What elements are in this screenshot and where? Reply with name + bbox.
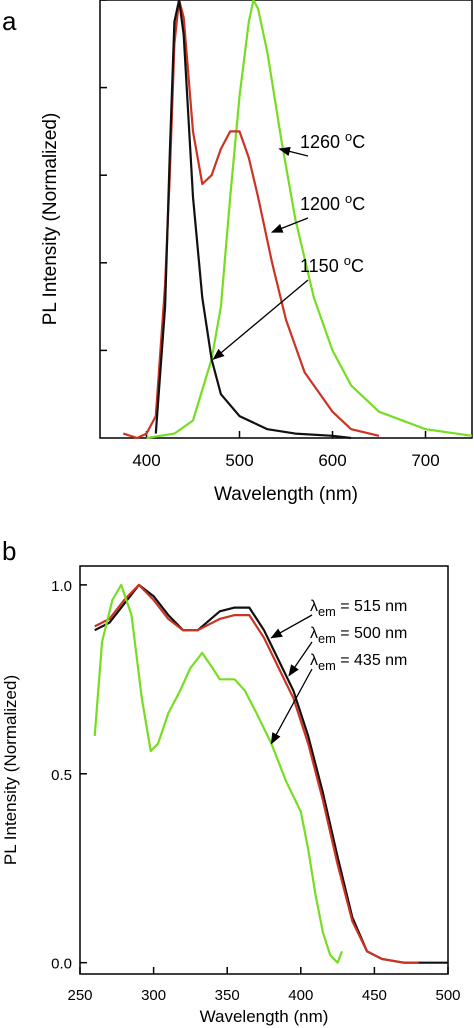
series-line-3 bbox=[154, 0, 352, 440]
x-tick-label: 500 bbox=[225, 451, 253, 470]
series-line-3 bbox=[93, 583, 344, 964]
annotation-label-3: λem = 435 nm bbox=[310, 652, 407, 673]
chart-a: 400 500 600 700 1260 oC 1200 oC 1150 oC Wavel… bbox=[40, 0, 473, 505]
annotation-label-3: 1150 oC bbox=[300, 253, 364, 276]
x-tick-label: 300 bbox=[141, 987, 166, 1004]
panel-a-letter: a bbox=[2, 6, 17, 36]
x-tick-label: 250 bbox=[67, 987, 92, 1004]
annotation-arrow-2 bbox=[288, 641, 313, 677]
chart-a-x-axis-label: Wavelength (nm) bbox=[214, 484, 358, 505]
annotation-arrow-1 bbox=[270, 614, 313, 639]
annotation-label-1: λem = 515 nm bbox=[310, 598, 407, 619]
y-tick-label: 0.0 bbox=[51, 956, 72, 973]
annotation-arrow-2 bbox=[270, 217, 309, 233]
series-line-2 bbox=[122, 0, 380, 440]
annotation-label-2: λem = 500 nm bbox=[310, 625, 407, 646]
chart-b-y-axis-label: PL Intensity (Normalized) bbox=[1, 675, 20, 865]
annotation-arrow-3 bbox=[270, 668, 313, 745]
y-tick-label: 0.5 bbox=[51, 767, 72, 784]
annotation-label-2: 1200 oC bbox=[300, 191, 365, 214]
x-tick-label: 700 bbox=[411, 451, 439, 470]
annotation-arrow-3 bbox=[212, 279, 309, 360]
x-tick-label: 450 bbox=[362, 987, 387, 1004]
annotation-arrow-1 bbox=[278, 146, 309, 157]
annotation-label-1: 1260 oC bbox=[300, 129, 365, 152]
panel-b-letter: b bbox=[2, 536, 16, 566]
chart-b-x-axis-label: Wavelength (nm) bbox=[200, 1007, 329, 1026]
x-tick-label: 400 bbox=[132, 451, 160, 470]
x-tick-label: 600 bbox=[318, 451, 346, 470]
series-line-2 bbox=[94, 583, 419, 964]
chart-a-frame bbox=[99, 0, 473, 439]
chart-b: 250 300 350 400 450 500 0.0 0.5 1.0 λem = 515 nm… bbox=[1, 565, 461, 1026]
chart-a-y-axis-label: PL Intensity (Normalized) bbox=[40, 113, 61, 326]
chart-b-frame bbox=[79, 565, 449, 975]
y-tick-label: 1.0 bbox=[51, 578, 72, 595]
x-tick-label: 400 bbox=[288, 987, 313, 1004]
x-tick-label: 500 bbox=[435, 987, 460, 1004]
x-tick-label: 350 bbox=[215, 987, 240, 1004]
